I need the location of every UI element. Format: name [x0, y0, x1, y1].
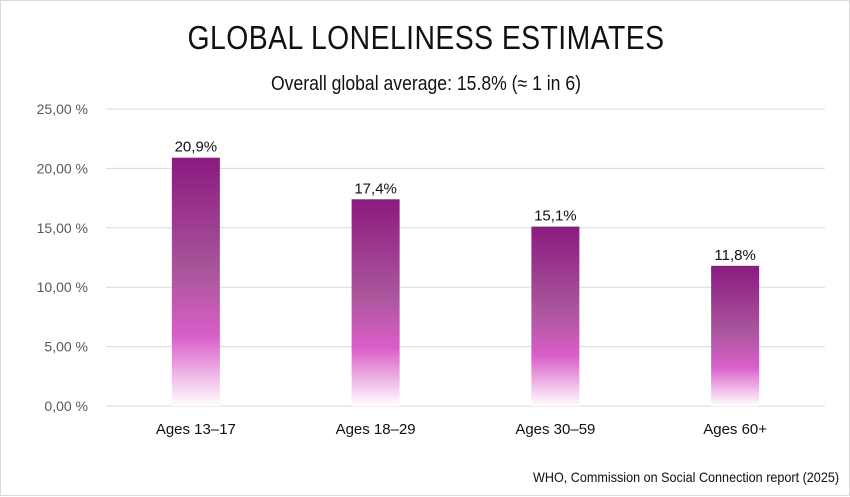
bar [531, 226, 580, 406]
source-note: WHO, Commission on Social Connection rep… [532, 469, 839, 485]
data-label: 11,8% [714, 247, 755, 264]
y-tick-label: 20,00 % [37, 160, 88, 176]
bar [711, 265, 760, 406]
category-label: Ages 30–59 [515, 421, 595, 438]
y-tick-label: 0,00 % [44, 398, 88, 414]
data-labels: 20,9% 17,4% 15,1% 11,8% [175, 139, 756, 264]
bar [171, 157, 220, 406]
chart-subtitle: Overall global average: 15.8% (≈ 1 in 6) [270, 73, 582, 95]
y-tick-label: 15,00 % [37, 220, 88, 236]
category-label: Ages 18–29 [336, 421, 416, 438]
chart-title: GLOBAL LONELINESS ESTIMATES [187, 19, 665, 56]
data-label: 15,1% [534, 208, 577, 225]
gridlines [106, 108, 825, 407]
y-tick-label: 5,00 % [44, 339, 88, 355]
category-label: Ages 13–17 [156, 421, 236, 438]
x-axis-category-labels: Ages 13–17 Ages 18–29 Ages 30–59 Ages 60+ [156, 421, 767, 438]
y-tick-label: 25,00 % [37, 101, 88, 117]
data-label: 20,9% [175, 139, 218, 156]
bars [171, 157, 760, 406]
data-label: 17,4% [354, 180, 397, 197]
y-tick-label: 10,00 % [37, 279, 88, 295]
y-axis-tick-labels: 0,00 % 5,00 % 10,00 % 15,00 % 20,00 % 25,00 % [37, 101, 88, 414]
category-label: Ages 60+ [703, 421, 767, 438]
bar [351, 199, 400, 406]
